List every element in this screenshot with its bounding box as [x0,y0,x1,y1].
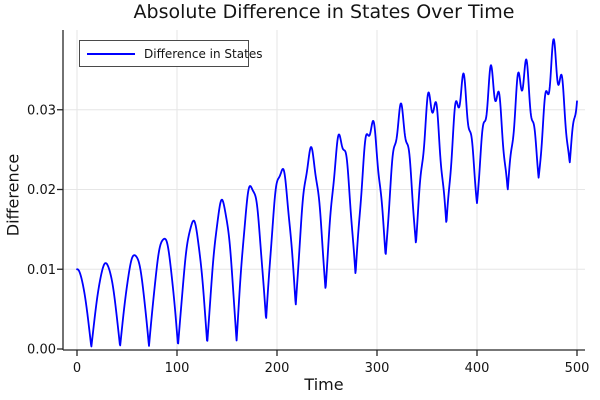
x-tick-label: 500 [565,361,590,376]
legend-entry-label: Difference in States [144,46,263,61]
chart-title: Absolute Difference in States Over Time [133,1,515,23]
legend-box: Difference in States [79,40,262,67]
x-tick-label: 0 [73,361,81,376]
x-tick-label: 300 [365,361,390,376]
y-tick-label: 0.03 [27,103,56,118]
y-tick-label: 0.01 [27,263,56,278]
x-tick-label: 200 [265,361,290,376]
x-tick-label: 100 [165,361,190,376]
y-tick-label: 0.00 [27,343,56,358]
y-tick-label: 0.02 [27,183,56,198]
x-tick-label: 400 [465,361,490,376]
x-axis-label: Time [304,375,344,394]
legend-line-sample [87,52,135,55]
y-axis-label: Difference [3,153,23,237]
series-line-difference-in-states [76,38,578,348]
